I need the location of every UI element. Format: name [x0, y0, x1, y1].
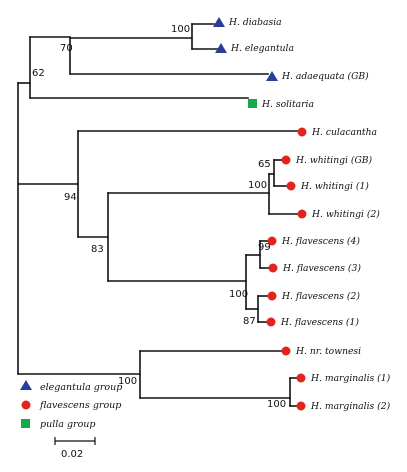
tip-markers [213, 17, 307, 411]
square-marker [248, 99, 257, 108]
support-value: 70 [60, 43, 73, 54]
scale-bar-label: 0.02 [61, 449, 83, 460]
support-values: 100 70 62 94 65 100 83 99 100 87 100 100 [32, 24, 286, 410]
taxon-label: H. flavescens (2) [281, 291, 360, 302]
taxon-labels: H. diabasia H. elegantula H. adaequata (… [228, 17, 391, 412]
triangle-marker [266, 71, 278, 81]
circle-marker [297, 209, 307, 219]
taxon-label: H. elegantula [230, 43, 294, 54]
circle-marker [286, 181, 296, 191]
legend-circle-marker [21, 400, 31, 410]
taxon-label: H. flavescens (3) [282, 263, 361, 274]
support-value: 100 [229, 289, 248, 300]
legend-square-marker [21, 419, 30, 428]
taxon-label: H. solitaria [261, 99, 314, 110]
circle-marker [266, 317, 276, 327]
taxon-label: H. whitingi (1) [300, 181, 369, 192]
support-value: 100 [171, 24, 190, 35]
legend-label-pulla: pulla group [40, 419, 96, 430]
circle-marker [268, 263, 278, 273]
legend-triangle-marker [20, 380, 32, 390]
circle-marker [267, 291, 277, 301]
support-value: 83 [91, 244, 104, 255]
support-value: 62 [32, 68, 45, 79]
taxon-label: H. adaequata (GB) [281, 71, 369, 82]
legend: elegantula group flavescens group pulla … [20, 380, 122, 430]
support-value: 94 [64, 192, 77, 203]
support-value: 65 [258, 159, 271, 170]
taxon-label: H. whitingi (2) [311, 209, 380, 220]
taxon-label: H. flavescens (4) [281, 236, 360, 247]
circle-marker [297, 127, 307, 137]
support-value: 100 [248, 180, 267, 191]
circle-marker [296, 373, 306, 383]
legend-label-flavescens: flavescens group [39, 400, 121, 411]
taxon-label: H. marginalis (1) [310, 373, 391, 384]
support-value: 100 [267, 399, 286, 410]
support-value: 87 [243, 316, 256, 327]
legend-label-elegantula: elegantula group [40, 382, 122, 393]
taxon-label: H. whitingi (GB) [295, 155, 373, 166]
scale-bar: 0.02 [54, 437, 96, 460]
tree-branches [17, 23, 301, 407]
circle-marker [267, 236, 277, 246]
triangle-marker [215, 43, 227, 53]
taxon-label: H. flavescens (1) [280, 317, 359, 328]
circle-marker [281, 155, 291, 165]
triangle-marker [213, 17, 225, 27]
support-value: 100 [118, 376, 137, 387]
support-value: 99 [258, 242, 271, 253]
taxon-label: H. marginalis (2) [310, 401, 391, 412]
taxon-label: H. culacantha [311, 127, 377, 138]
taxon-label: H. diabasia [228, 17, 282, 28]
taxon-label: H. nr. townesi [295, 346, 361, 357]
circle-marker [281, 346, 291, 356]
circle-marker [296, 401, 306, 411]
